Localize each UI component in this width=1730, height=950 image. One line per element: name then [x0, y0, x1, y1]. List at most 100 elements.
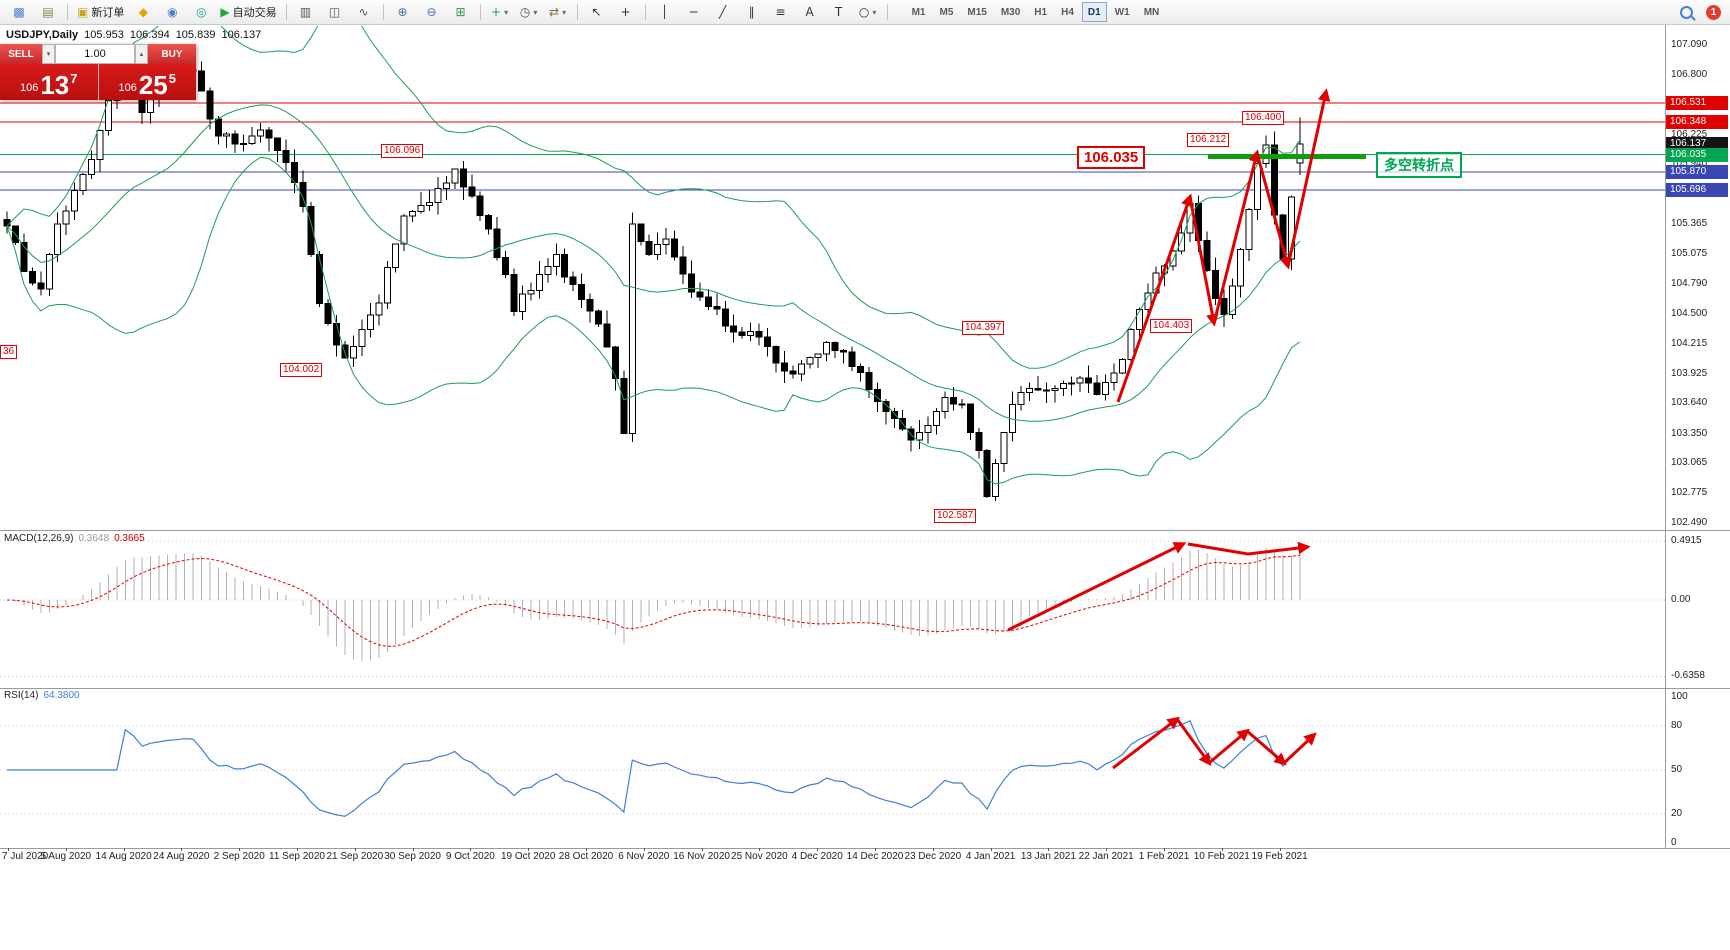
buy-price-big: 25 — [138, 70, 168, 100]
volume-input[interactable]: 1.00 — [55, 44, 135, 64]
time-axis-tick — [65, 848, 67, 851]
horizontal-line-tool-icon: ─ — [689, 5, 698, 19]
time-axis-tick — [181, 848, 183, 851]
price-tag-104.002[interactable]: 104.002 — [280, 363, 323, 377]
timeframe-w1-button[interactable]: W1 — [1114, 6, 1130, 18]
pivot-annotation[interactable]: 多空转折点 — [1376, 152, 1462, 178]
time-axis-label: 30 Sep 2020 — [384, 851, 441, 862]
candle-chart-type-button[interactable]: ◫ — [321, 1, 349, 23]
trend-arrows[interactable] — [1007, 88, 1331, 770]
price-tag-106.035[interactable]: 106.035 — [1077, 146, 1146, 169]
expert-advisors-button[interactable]: ◆ — [129, 1, 157, 23]
horizontal-line-tool-button[interactable]: ─ — [680, 1, 708, 23]
market-watch-button[interactable]: ◉ — [158, 1, 186, 23]
time-axis-label: 9 Oct 2020 — [445, 851, 495, 862]
volume-up-button[interactable]: ▴ — [135, 44, 148, 64]
time-axis-tick — [759, 848, 761, 851]
time-axis-label: 24 Aug 2020 — [153, 851, 210, 862]
candle — [518, 293, 526, 312]
price-tag-106.400[interactable]: 106.400 — [1242, 111, 1285, 125]
new-chart-button[interactable]: ▩ — [5, 1, 33, 23]
candle — [679, 256, 687, 275]
volume-down-button[interactable]: ▾ — [42, 44, 55, 64]
candle — [1245, 209, 1253, 250]
periods-button[interactable]: ◷ ▾ — [515, 1, 543, 23]
price-tag-106.212[interactable]: 106.212 — [1187, 133, 1230, 147]
price-tag-104.397[interactable]: 104.397 — [962, 321, 1005, 335]
price-badge-106.531: 106.531 — [1666, 96, 1728, 111]
candle — [831, 342, 839, 351]
price-tag-104.403[interactable]: 104.403 — [1150, 319, 1193, 333]
vertical-line-tool-button[interactable]: │ — [651, 1, 679, 23]
price-tag-36[interactable]: 36 — [0, 345, 18, 359]
zoom-in-button[interactable]: ⊕ — [389, 1, 417, 23]
rsi-trend-arrow — [1282, 732, 1317, 765]
cursor-tool-button[interactable]: ↖ — [583, 1, 611, 23]
timeframe-mn-button[interactable]: MN — [1143, 6, 1160, 18]
buy-button[interactable]: BUY — [148, 44, 196, 64]
candle — [611, 346, 619, 380]
timeframe-h4-button[interactable]: H4 — [1061, 6, 1074, 18]
timeframe-m15-button[interactable]: M15 — [967, 6, 987, 18]
tile-windows-button[interactable]: ⊞ — [447, 1, 475, 23]
trendline-tool-button[interactable]: ╱ — [709, 1, 737, 23]
price-trend-arrow — [1212, 149, 1261, 324]
line-chart-type-button[interactable]: ∿ — [350, 1, 378, 23]
strategy-tester-button[interactable]: ◎ — [187, 1, 215, 23]
candle — [1034, 387, 1042, 391]
profiles-button[interactable]: ▤ — [34, 1, 62, 23]
candle — [620, 378, 628, 435]
timeframe-h1-button[interactable]: H1 — [1034, 6, 1048, 18]
time-axis-tick — [990, 848, 992, 851]
timeframe-m30-button[interactable]: M30 — [1000, 6, 1021, 18]
candle — [535, 273, 543, 292]
zoom-out-button[interactable]: ⊖ — [418, 1, 446, 23]
text-tool-button[interactable]: A — [796, 1, 824, 23]
fibonacci-tool-button[interactable]: ≡ — [767, 1, 795, 23]
candle — [400, 215, 408, 245]
price-axis-label: 107.090 — [1671, 39, 1708, 50]
candle — [37, 282, 45, 290]
shapes-tool-button[interactable]: ○ ▾ — [854, 1, 882, 23]
price-trend-arrow — [1116, 193, 1194, 403]
macd-trend-arrow — [1007, 542, 1187, 632]
price-axis-label: 102.490 — [1671, 516, 1708, 528]
bar-chart-type-button[interactable]: ▥ — [292, 1, 320, 23]
price-tag-106.096[interactable]: 106.096 — [381, 144, 424, 158]
support-zone-bar[interactable] — [1208, 154, 1366, 159]
price-badge-106.035: 106.035 — [1666, 147, 1728, 162]
time-axis-label: 4 Dec 2020 — [791, 851, 843, 862]
indicators-button[interactable]: + ▾ — [486, 1, 514, 23]
time-axis-label: 11 Sep 2020 — [269, 851, 325, 862]
candle — [933, 410, 940, 426]
buy-price[interactable]: 106 25 5 — [97, 64, 197, 100]
timeframe-m1-button[interactable]: M1 — [911, 6, 926, 18]
crosshair-tool-button[interactable]: + — [612, 1, 640, 23]
candle — [409, 211, 417, 217]
symbol-info: USDJPY,Daily 105.953 106.394 105.839 106… — [6, 29, 261, 41]
sell-price[interactable]: 106 13 7 — [0, 64, 98, 100]
candle — [240, 142, 248, 145]
label-tool-button[interactable]: T — [825, 1, 853, 23]
search-button[interactable] — [1672, 1, 1700, 23]
timeframe-d1-button[interactable]: D1 — [1081, 2, 1107, 22]
notification-badge[interactable]: 1 — [1706, 4, 1721, 20]
timeframe-m5-button[interactable]: M5 — [939, 6, 954, 18]
candle — [806, 356, 814, 365]
rsi-axis-label: 0 — [1671, 837, 1677, 848]
candle — [840, 349, 848, 353]
macd-axis-label: 0.00 — [1671, 594, 1691, 605]
templates-button[interactable]: ⇄ ▾ — [544, 1, 572, 23]
new-order-button[interactable]: ▣ 新订单 — [73, 1, 128, 23]
vertical-line-tool-icon: │ — [660, 5, 669, 19]
auto-trading-button[interactable]: ▶ 自动交易 — [216, 1, 280, 23]
price-axis-border — [1665, 25, 1666, 848]
candle — [966, 403, 974, 434]
profiles-icon: ▤ — [42, 5, 54, 19]
sell-button[interactable]: SELL — [0, 44, 42, 64]
price-tag-102.587[interactable]: 102.587 — [934, 509, 977, 523]
channel-tool-button[interactable]: ∥ — [738, 1, 766, 23]
trade-panel-prices: 106 13 7 106 25 5 — [0, 64, 196, 100]
